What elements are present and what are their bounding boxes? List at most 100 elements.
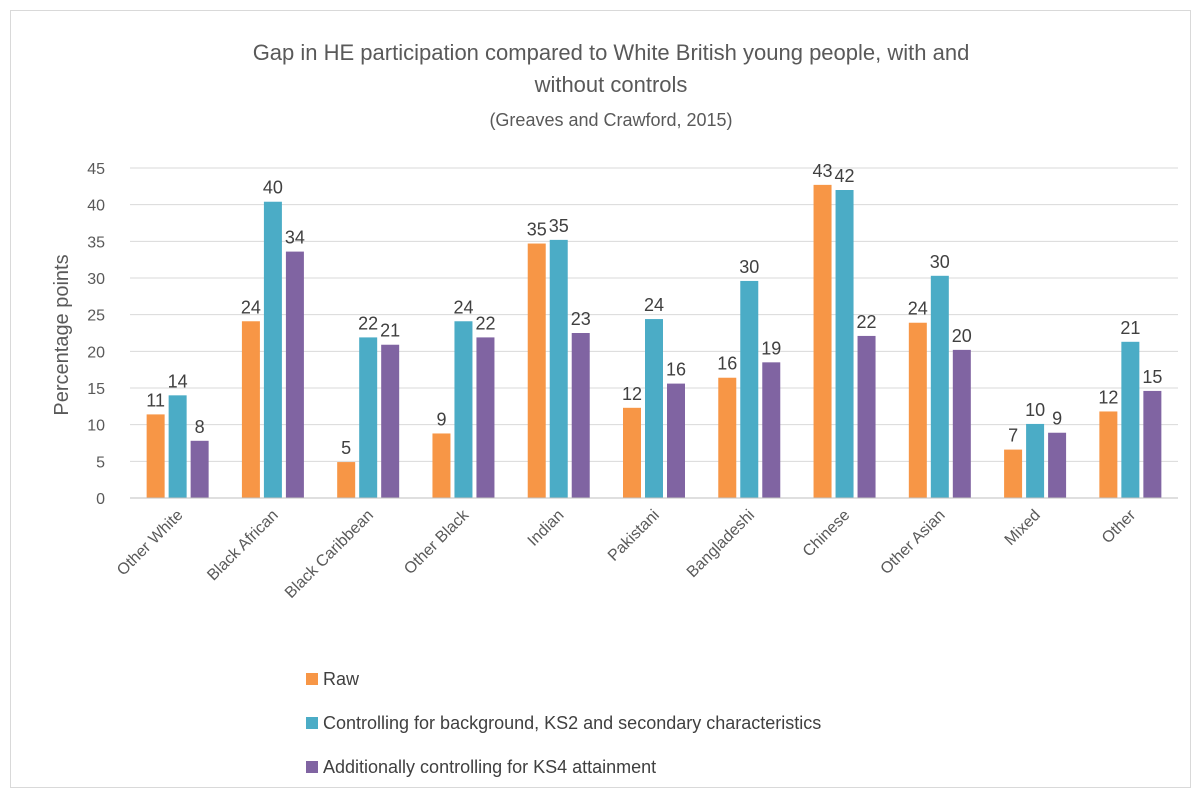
data-label: 24 — [241, 297, 261, 317]
data-label: 9 — [436, 409, 446, 429]
y-tick-label: 5 — [96, 454, 105, 471]
data-label: 22 — [857, 312, 877, 332]
y-tick-label: 40 — [87, 198, 105, 215]
y-axis-label: Percentage points — [51, 254, 73, 415]
bar — [337, 462, 356, 498]
y-tick-label: 10 — [87, 418, 105, 435]
y-tick-label: 20 — [87, 344, 105, 361]
data-label: 35 — [549, 216, 569, 236]
data-label: 21 — [380, 321, 400, 341]
legend-swatch — [306, 717, 318, 729]
data-label: 16 — [666, 360, 686, 380]
bar — [1121, 341, 1140, 498]
x-tick-label: Bangladeshi — [684, 507, 758, 581]
data-label: 42 — [835, 166, 855, 186]
bar — [146, 414, 165, 498]
data-label: 5 — [341, 438, 351, 458]
bar — [527, 243, 546, 498]
x-tick-label: Other Black — [401, 506, 473, 578]
bars — [146, 184, 1162, 498]
data-label: 8 — [195, 417, 205, 437]
bar — [740, 280, 759, 498]
data-label: 24 — [908, 299, 928, 319]
bar — [476, 337, 495, 498]
x-tick-label: Indian — [525, 507, 568, 550]
data-label: 20 — [952, 326, 972, 346]
bar — [381, 344, 400, 498]
data-label: 30 — [930, 252, 950, 272]
data-label: 23 — [571, 309, 591, 329]
bar — [571, 333, 590, 498]
legend-label: Additionally controlling for KS4 attainm… — [323, 757, 656, 777]
bar — [908, 322, 927, 498]
data-label: 10 — [1025, 400, 1045, 420]
legend-label: Controlling for background, KS2 and seco… — [323, 713, 821, 733]
bar — [263, 201, 282, 498]
data-label: 35 — [527, 220, 547, 240]
y-tick-label: 30 — [87, 271, 105, 288]
chart-title-line-1: Gap in HE participation compared to Whit… — [253, 40, 970, 65]
y-tick-label: 0 — [96, 491, 105, 508]
bar — [285, 251, 304, 498]
chart-subtitle: (Greaves and Crawford, 2015) — [489, 110, 732, 130]
bar — [952, 349, 971, 498]
legend-swatch — [306, 673, 318, 685]
bar — [813, 184, 832, 498]
gridlines — [130, 167, 1178, 462]
data-label: 30 — [739, 257, 759, 277]
data-label: 21 — [1120, 318, 1140, 338]
x-tick-label: Black Caribbean — [282, 507, 377, 602]
y-tick-label: 35 — [87, 234, 105, 251]
bar — [549, 239, 568, 498]
data-label: 22 — [475, 313, 495, 333]
bar — [241, 321, 260, 498]
bar — [359, 337, 378, 498]
bar — [190, 440, 209, 498]
bar — [835, 190, 854, 498]
chart-frame — [10, 10, 1191, 788]
bar — [930, 275, 949, 498]
data-label: 12 — [1098, 387, 1118, 407]
y-tick-label: 15 — [87, 381, 105, 398]
bar — [1099, 411, 1118, 498]
chart-title-line-2: without controls — [534, 72, 688, 97]
bar — [645, 319, 663, 498]
bar — [667, 383, 685, 498]
x-tick-label: Other White — [114, 507, 186, 579]
bar — [1004, 449, 1023, 498]
data-label: 19 — [761, 338, 781, 358]
y-tick-label: 25 — [87, 308, 105, 325]
bar — [762, 362, 781, 498]
legend-swatch — [306, 761, 318, 773]
data-label: 11 — [146, 390, 165, 410]
data-label: 40 — [263, 178, 283, 198]
data-label: 12 — [622, 384, 642, 404]
bar — [1143, 390, 1162, 498]
data-label: 24 — [644, 295, 664, 315]
data-label: 14 — [168, 371, 188, 391]
bar — [168, 395, 187, 498]
x-tick-label: Pakistani — [605, 507, 663, 565]
x-tick-label: Black African — [204, 507, 281, 584]
bar — [454, 321, 473, 498]
legend: Raw Controlling for background, KS2 and s… — [306, 669, 821, 777]
data-label: 15 — [1142, 367, 1162, 387]
y-tick-label: 45 — [87, 161, 105, 178]
bar — [1048, 432, 1067, 498]
data-label: 9 — [1052, 409, 1062, 429]
x-tick-label: Other Asian — [878, 507, 949, 578]
legend-label: Raw — [323, 669, 360, 689]
x-tick-label: Chinese — [800, 507, 854, 561]
bar — [857, 335, 876, 498]
data-label: 43 — [813, 161, 833, 181]
x-axis-ticks: Other White Black African Black Caribbean O… — [114, 506, 1140, 602]
data-label: 22 — [358, 313, 378, 333]
x-tick-label: Mixed — [1002, 507, 1044, 549]
bar — [623, 407, 641, 498]
data-label: 24 — [453, 297, 473, 317]
data-label: 16 — [717, 354, 737, 374]
data-label: 34 — [285, 228, 305, 248]
data-label: 7 — [1008, 426, 1018, 446]
